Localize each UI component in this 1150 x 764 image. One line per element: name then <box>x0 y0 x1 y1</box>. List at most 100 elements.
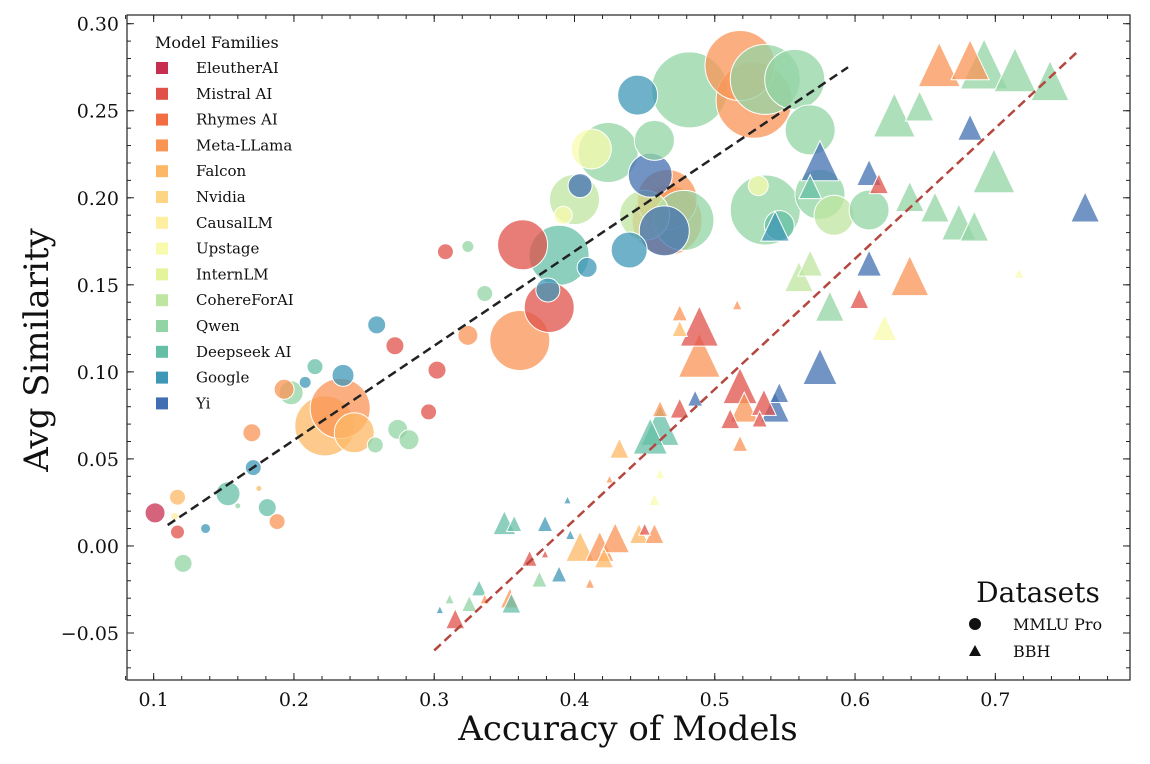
legend-item: Qwen <box>156 317 240 335</box>
legend-item: MMLU Pro <box>969 615 1102 634</box>
legend-title: Model Families <box>155 33 279 52</box>
plot-frame <box>126 14 1131 681</box>
fit-lines <box>166 48 1081 652</box>
x-tick-label: 0.6 <box>840 689 870 711</box>
point-bbh-meta-llama <box>671 303 689 322</box>
y-tick-label: 0.30 <box>77 14 119 36</box>
point-bbh-deepseek-ai <box>797 173 823 200</box>
point-mmlu-google <box>298 375 312 389</box>
legend-swatch <box>156 62 168 74</box>
legend-swatch <box>156 87 168 100</box>
legend-swatch <box>156 139 168 152</box>
point-mmlu-deepseek-ai <box>306 358 324 376</box>
fit-line-mmlu <box>166 66 849 527</box>
point-mmlu-yi <box>638 205 690 257</box>
point-bbh-yi <box>855 248 883 277</box>
point-bbh-mistral-ai <box>848 287 870 309</box>
point-bbh-falcon <box>671 319 689 337</box>
y-tick-label: 0.10 <box>77 362 119 384</box>
point-bbh-google <box>435 604 445 615</box>
legend-label: Google <box>196 369 249 387</box>
point-bbh-meta-llama <box>584 577 596 589</box>
triangle-marker-icon <box>969 645 981 656</box>
point-bbh-google <box>536 514 554 532</box>
point-bbh-meta-llama <box>731 298 743 311</box>
legend-label: EleutherAI <box>196 59 279 77</box>
legend-label: InternLM <box>196 265 269 283</box>
legend-item: Mistral AI <box>156 85 272 103</box>
point-mmlu-causallm <box>170 511 180 521</box>
point-bbh-meta-llama <box>677 332 722 378</box>
point-bbh-mistral-ai <box>722 366 758 405</box>
legend-item: InternLM <box>156 265 269 283</box>
legend-swatch <box>156 216 168 229</box>
legend-label: MMLU Pro <box>1013 615 1102 634</box>
point-mmlu-falcon <box>255 485 263 493</box>
point-bbh-deepseek-ai <box>505 514 523 532</box>
legend-item: EleutherAI <box>156 59 279 77</box>
point-bbh-meta-llama <box>917 41 961 88</box>
point-bbh-mistral-ai <box>719 407 741 430</box>
legend-swatch <box>156 242 168 255</box>
point-bbh-yi <box>769 381 790 404</box>
legend-model-families: Model Families EleutherAI Mistral AI Rhyme… <box>155 33 294 412</box>
point-bbh-qwen <box>919 190 951 223</box>
y-tick-label: 0.05 <box>77 449 119 471</box>
x-axis-label: Accuracy of Models <box>457 709 797 749</box>
legend-label: BBH <box>1013 642 1051 661</box>
point-mmlu-qwen <box>633 119 675 161</box>
legend-label: CohereForAI <box>196 291 294 309</box>
point-bbh-google <box>760 209 791 242</box>
point-mmlu-qwen <box>173 553 193 573</box>
point-mmlu-qwen <box>848 189 890 231</box>
legend-datasets: Datasets MMLU Pro BBH <box>969 576 1102 661</box>
point-bbh-yi <box>686 388 704 407</box>
point-bbh-yi <box>956 113 984 141</box>
legend-item: Yi <box>156 394 211 412</box>
legend-label: Deepseek AI <box>196 343 292 361</box>
legend-label: Mistral AI <box>196 85 272 103</box>
point-bbh-qwen <box>444 592 456 605</box>
legend-item: CausalLM <box>156 214 273 232</box>
legend-label: CausalLM <box>196 214 273 232</box>
point-mmlu-qwen <box>784 104 836 156</box>
point-bbh-qwen <box>814 290 845 322</box>
data-marks <box>144 29 1101 630</box>
point-mmlu-google <box>535 277 561 303</box>
point-bbh-meta-llama <box>889 254 930 297</box>
point-mmlu-google <box>617 74 659 116</box>
point-bbh-yi <box>855 158 883 187</box>
point-mmlu-cohereforai <box>813 194 855 236</box>
point-bbh-qwen <box>531 570 548 588</box>
point-mmlu-meta-llama <box>268 513 286 531</box>
point-bbh-deepseek-ai <box>501 591 522 614</box>
point-bbh-meta-llama <box>731 434 749 452</box>
legend-label: Falcon <box>196 162 247 180</box>
point-bbh-meta-llama <box>600 521 631 554</box>
x-tick-label: 0.4 <box>559 689 589 711</box>
point-mmlu-mistral-ai <box>436 243 454 261</box>
point-bbh-mistral-ai <box>638 521 652 536</box>
legend-swatch <box>156 345 168 358</box>
legend-item: BBH <box>969 642 1051 661</box>
point-bbh-qwen <box>460 594 478 613</box>
fit-line-bbh <box>433 48 1081 652</box>
point-mmlu-mistral-ai <box>420 403 438 421</box>
point-mmlu-upstage <box>553 205 573 225</box>
point-mmlu-eleutherai <box>144 502 166 524</box>
point-mmlu-google <box>331 363 355 387</box>
point-bbh-cohereforai <box>783 260 814 293</box>
point-bbh-falcon <box>565 530 596 562</box>
legend-title: Datasets <box>976 576 1100 609</box>
point-mmlu-qwen <box>476 285 494 303</box>
point-bbh-mistral-ai <box>868 172 890 195</box>
axis-ticks: 0.1 0.2 0.3 0.4 0.5 0.6 0.7 −0.05 0.00 0.05 0.10 0.… <box>61 14 1130 711</box>
point-bbh-qwen <box>1030 59 1070 102</box>
point-bbh-falcon <box>609 437 630 459</box>
legend-swatch <box>156 294 168 307</box>
y-tick-label: 0.00 <box>77 536 119 558</box>
point-mmlu-qwen <box>764 48 826 110</box>
point-mmlu-qwen <box>461 240 475 254</box>
point-bbh-google <box>564 528 576 541</box>
